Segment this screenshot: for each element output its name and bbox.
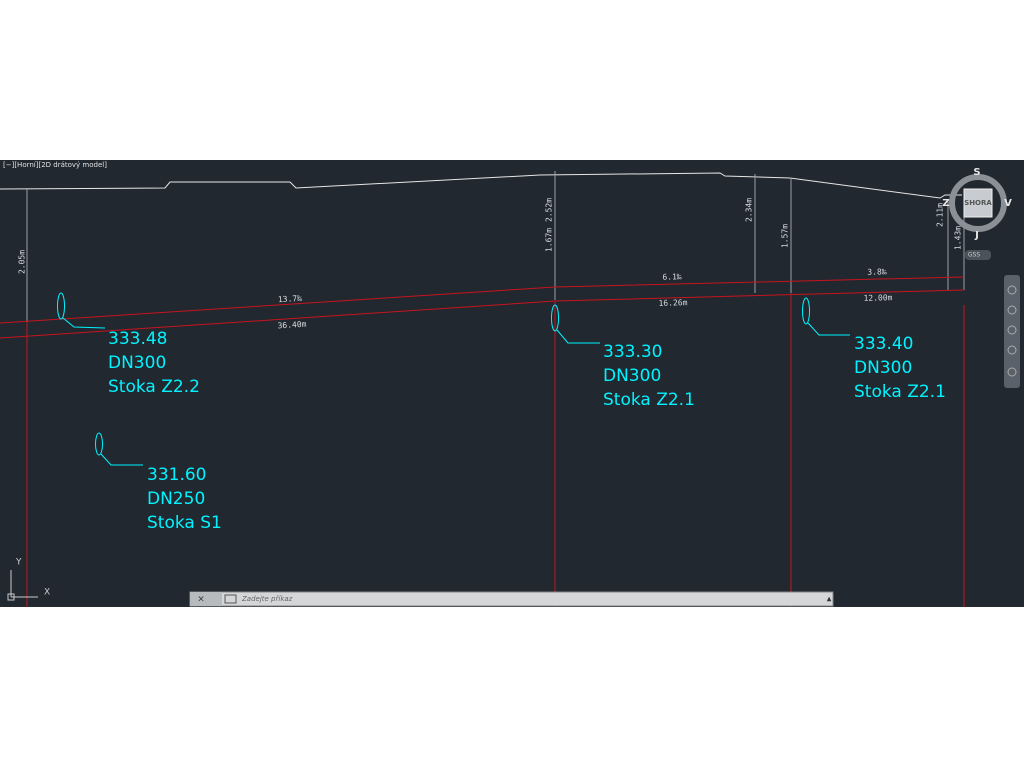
- sewer-name: Stoka Z2.1: [854, 382, 946, 402]
- ucs-y: Y: [15, 558, 22, 568]
- viewport-label[interactable]: [−][Horní][2D drátový model]: [3, 161, 107, 169]
- length-label: 16.26m: [658, 298, 687, 308]
- wcs-menu[interactable]: GSS: [968, 252, 980, 259]
- length-label: 36.40m: [277, 320, 307, 331]
- compass-east[interactable]: V: [1004, 198, 1012, 209]
- annotation: 333.30 DN300 Stoka Z2.1: [551, 304, 695, 410]
- command-line[interactable]: × Zadejte příkaz ▲: [189, 591, 834, 607]
- terrain-line: [0, 172, 962, 199]
- length-label: 12.00m: [863, 293, 892, 303]
- annotation: 333.48 DN300 Stoka Z2.2: [57, 292, 200, 397]
- sewer-name: Stoka Z2.2: [108, 377, 200, 397]
- height-label: 2.05m: [18, 250, 27, 274]
- cube-face[interactable]: SHORA: [964, 199, 992, 207]
- level: 331.60: [147, 465, 206, 485]
- command-input[interactable]: Zadejte příkaz: [241, 595, 293, 603]
- sewer-name: Stoka S1: [147, 513, 222, 533]
- history-toggle[interactable]: ▲: [827, 596, 832, 603]
- viewcube[interactable]: SHORA S V J Z GSS: [942, 167, 1012, 260]
- pipe: DN300: [854, 358, 912, 378]
- height-label: 1.67m: [545, 228, 554, 252]
- level: 333.30: [603, 342, 662, 362]
- sewer-name: Stoka Z2.1: [603, 390, 695, 410]
- ucs-icon: Y X: [7, 558, 50, 601]
- pipe: DN250: [147, 489, 205, 509]
- close-icon[interactable]: ×: [197, 595, 205, 605]
- pipe: DN300: [108, 353, 166, 373]
- level: 333.40: [854, 334, 913, 354]
- navigation-bar[interactable]: [1004, 275, 1020, 388]
- height-label: 1.57m: [781, 224, 790, 248]
- level: 333.48: [108, 329, 167, 349]
- slope-label: 6.1‰: [662, 272, 682, 282]
- compass-west[interactable]: Z: [942, 198, 949, 209]
- annotation: 333.40 DN300 Stoka Z2.1: [802, 297, 946, 402]
- height-label: 2.52m: [545, 198, 554, 222]
- compass-south[interactable]: J: [974, 230, 979, 241]
- slope-label: 3.8‰: [867, 267, 887, 276]
- viewport[interactable]: [0, 160, 1024, 607]
- pipe: DN300: [603, 366, 661, 386]
- ucs-x: X: [44, 588, 50, 598]
- dimension-lines: [26, 171, 965, 322]
- height-label: 2.34m: [745, 198, 754, 222]
- pipe-lines: [0, 276, 965, 607]
- annotation: 331.60 DN250 Stoka S1: [95, 432, 222, 533]
- slope-label: 13.7‰: [278, 294, 303, 304]
- compass-north[interactable]: S: [973, 167, 980, 178]
- height-label: 1.43m: [954, 226, 963, 250]
- height-label: 2.11m: [936, 203, 945, 227]
